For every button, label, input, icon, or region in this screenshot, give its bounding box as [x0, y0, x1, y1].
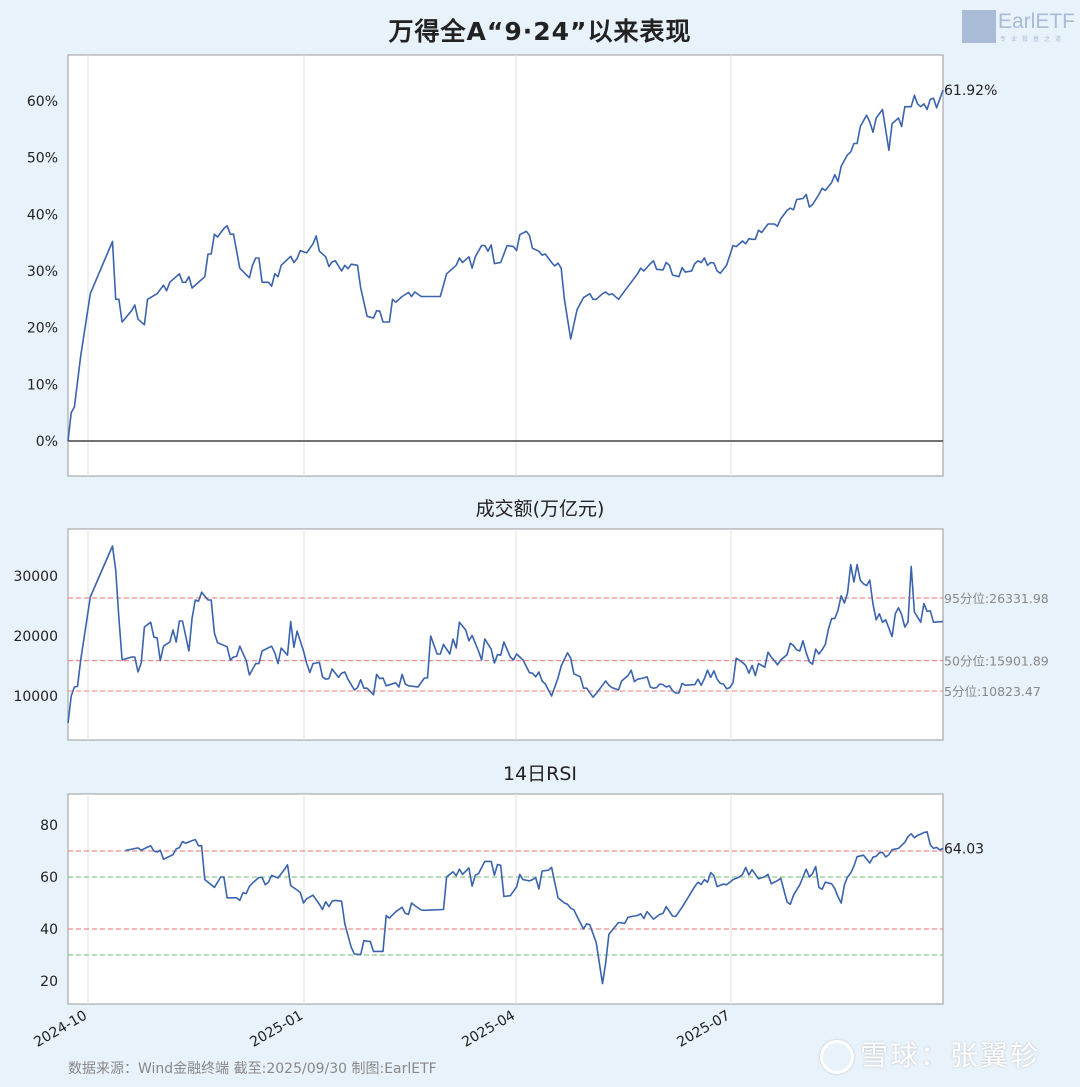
y-tick-label: 20%: [27, 321, 58, 337]
logo-text: EarlETF: [998, 10, 1076, 33]
y-tick-label: 30000: [13, 569, 58, 585]
turnover-panel: 10000 20000 30000 95分位:26331.98 50分位:15901.8…: [13, 528, 1049, 741]
data-source-footer: 数据来源：Wind金融终端 截至:2025/09/30 制图:EarlETF: [68, 1061, 437, 1077]
x-tick-label: 2024-10: [31, 1008, 90, 1051]
x-tick-label: 2025-04: [459, 1008, 518, 1051]
logo-icon: [962, 10, 996, 43]
y-tick-label: 80: [40, 818, 58, 834]
watermark: 雪球：张翼轸: [820, 1034, 1040, 1074]
y-tick-label: 20000: [13, 629, 58, 645]
y-tick-label: 40%: [27, 207, 58, 223]
earletf-logo: EarlETF 专业投基之道: [962, 10, 1075, 44]
logo-subtitle: 专业投基之道: [1000, 36, 1067, 43]
y-tick-label: 10000: [13, 689, 58, 705]
performance-panel: 0% 10% 20% 30% 40% 50% 60% 61.92%: [27, 54, 997, 477]
x-tick-label: 2025-01: [247, 1008, 306, 1051]
performance-line: [67, 89, 944, 442]
y-tick-label: 30%: [27, 264, 58, 280]
turnover-chart-title: 成交额(万亿元): [475, 498, 605, 520]
y-tick-label: 20: [40, 974, 58, 990]
y-tick-label: 40: [40, 922, 58, 938]
y-tick-label: 0%: [36, 434, 58, 450]
percentile-label: 50分位:15901.89: [944, 654, 1049, 669]
end-value-label: 61.92%: [944, 83, 997, 99]
main-chart-title: 万得全A“9·24”以来表现: [388, 17, 692, 46]
rsi-line: [125, 830, 944, 985]
turnover-line: [67, 545, 944, 724]
watermark-text: 雪球：张翼轸: [860, 1039, 1041, 1072]
x-tick-label: 2025-07: [674, 1008, 733, 1051]
y-tick-label: 60: [40, 870, 58, 886]
percentile-label: 5分位:10823.47: [944, 684, 1041, 699]
y-tick-label: 60%: [27, 94, 58, 110]
y-tick-label: 50%: [27, 151, 58, 167]
xueqiu-logo-icon: [820, 1040, 854, 1074]
end-value-label: 64.03: [944, 841, 984, 857]
percentile-label: 95分位:26331.98: [944, 591, 1049, 606]
y-tick-label: 10%: [27, 377, 58, 393]
rsi-chart-title: 14日RSI: [502, 763, 578, 785]
rsi-panel: 20 40 60 80 64.03: [40, 793, 984, 1005]
